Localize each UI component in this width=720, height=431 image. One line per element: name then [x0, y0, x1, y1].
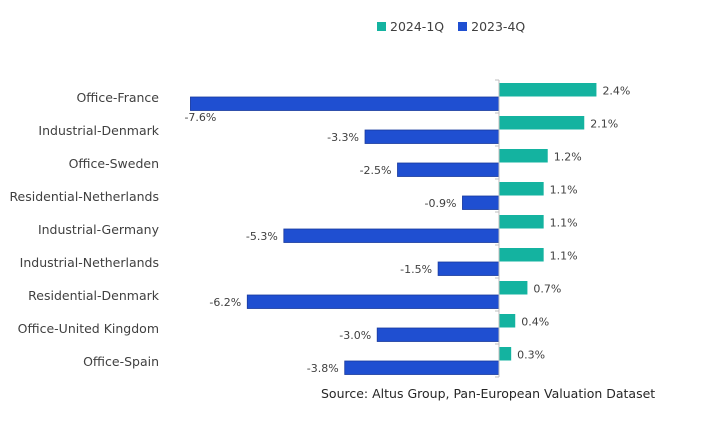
bar-2023-4q [397, 162, 500, 177]
data-label-2023-4q: -7.6% [184, 111, 216, 124]
category-label: Residential-Netherlands [9, 189, 159, 204]
bar-2024-1q [499, 347, 512, 361]
category-label: Industrial-Germany [38, 222, 160, 237]
legend-label-2024-1q: 2024-1Q [390, 19, 445, 34]
chart-legend: 2024-1Q 2023-4Q [377, 19, 539, 34]
data-label-2024-1q: 1.1% [550, 184, 578, 197]
data-label-2024-1q: 2.4% [602, 85, 630, 98]
data-label-2023-4q: -3.0% [339, 329, 371, 342]
bar-2024-1q [499, 281, 528, 295]
legend-item-2024-1q[interactable]: 2024-1Q [377, 19, 444, 34]
category-label: Industrial-Denmark [38, 123, 159, 138]
category-label: Residential-Denmark [28, 288, 160, 303]
category-label: Office-Sweden [69, 156, 159, 171]
data-label-2024-1q: 0.4% [521, 316, 549, 329]
bar-2024-1q [499, 182, 544, 196]
data-label-2024-1q: 1.1% [550, 217, 578, 230]
bar-2024-1q [499, 149, 548, 163]
data-label-2023-4q: -2.5% [360, 164, 392, 177]
bar-2024-1q [499, 83, 597, 97]
legend-swatch-2024-1q [377, 22, 386, 31]
legend-label-2023-4q: 2023-4Q [471, 19, 526, 34]
category-label: Office-France [76, 90, 159, 105]
bar-2023-4q [462, 195, 500, 210]
bar-2023-4q [364, 129, 500, 144]
bar-2024-1q [499, 314, 516, 328]
bar-2024-1q [499, 215, 544, 229]
data-label-2023-4q: -3.8% [307, 362, 339, 375]
source-note: Source: Altus Group, Pan-European Valuat… [321, 386, 656, 401]
bar-2023-4q [344, 360, 500, 375]
category-label: Office-Spain [83, 354, 159, 369]
category-label: Industrial-Netherlands [20, 255, 159, 270]
data-label-2023-4q: -0.9% [425, 197, 457, 210]
bar-2024-1q [499, 248, 544, 262]
bar-2023-4q [437, 261, 500, 276]
legend-swatch-2023-4q [458, 22, 468, 31]
bar-2024-1q [499, 116, 585, 130]
data-label-2024-1q: 0.7% [533, 283, 561, 296]
data-label-2023-4q: -6.2% [209, 296, 241, 309]
data-label-2023-4q: -1.5% [400, 263, 432, 276]
data-label-2024-1q: 2.1% [590, 118, 618, 131]
data-label-2023-4q: -5.3% [246, 230, 278, 243]
data-label-2024-1q: 0.3% [517, 349, 545, 362]
data-label-2023-4q: -3.3% [327, 131, 359, 144]
bar-2023-4q [283, 228, 500, 243]
category-label: Office-United Kingdom [18, 321, 159, 336]
bar-2023-4q [246, 294, 500, 309]
bar-2023-4q [376, 327, 500, 342]
bar-2023-4q [190, 96, 500, 111]
data-label-2024-1q: 1.2% [554, 151, 582, 164]
data-label-2024-1q: 1.1% [550, 250, 578, 263]
legend-item-2023-4q[interactable]: 2023-4Q [458, 19, 525, 34]
